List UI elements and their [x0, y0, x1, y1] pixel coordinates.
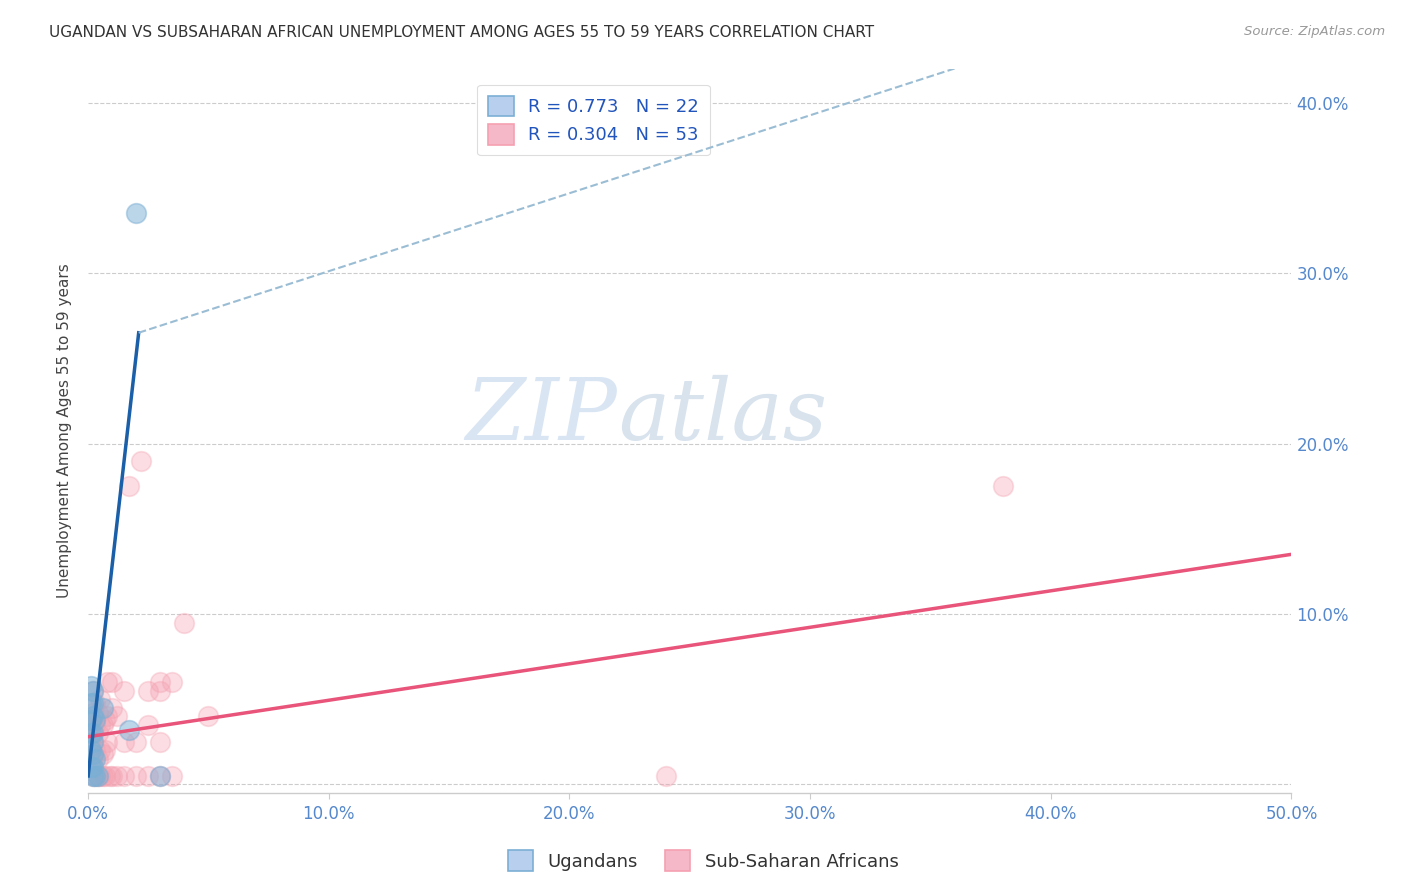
Text: ZIP: ZIP: [465, 375, 617, 458]
Point: [162, 769, 184, 783]
Point: [82, 696, 104, 710]
Text: atlas: atlas: [617, 375, 827, 458]
Point: [89, 743, 111, 757]
Point: [82, 726, 104, 740]
Y-axis label: Unemployment Among Ages 55 to 59 years: Unemployment Among Ages 55 to 59 years: [58, 263, 72, 599]
Point: [91, 747, 114, 761]
Point: [136, 769, 159, 783]
Point: [79, 726, 101, 740]
Point: [149, 675, 172, 690]
Point: [87, 726, 110, 740]
Point: [118, 723, 141, 737]
Point: [101, 769, 124, 783]
Point: [197, 709, 219, 723]
Point: [82, 709, 104, 723]
Point: [84, 752, 107, 766]
Legend: Ugandans, Sub-Saharan Africans: Ugandans, Sub-Saharan Africans: [501, 843, 905, 879]
Point: [91, 700, 114, 714]
Point: [82, 747, 104, 761]
Point: [654, 769, 676, 783]
Point: [96, 675, 118, 690]
Point: [149, 735, 172, 749]
Point: [91, 769, 114, 783]
Point: [87, 752, 110, 766]
Point: [79, 713, 101, 727]
Point: [79, 696, 101, 710]
Point: [118, 479, 141, 493]
Point: [87, 769, 110, 783]
Point: [79, 743, 101, 757]
Point: [112, 769, 135, 783]
Point: [82, 723, 104, 737]
Point: [991, 479, 1014, 493]
Point: [98, 769, 121, 783]
Point: [129, 453, 152, 467]
Point: [87, 769, 110, 783]
Point: [89, 692, 111, 706]
Point: [84, 718, 107, 732]
Point: [112, 683, 135, 698]
Point: [94, 743, 117, 757]
Point: [149, 769, 172, 783]
Point: [82, 683, 104, 698]
Text: Source: ZipAtlas.com: Source: ZipAtlas.com: [1244, 25, 1385, 38]
Point: [94, 769, 117, 783]
Point: [82, 769, 104, 783]
Point: [136, 683, 159, 698]
Point: [84, 696, 107, 710]
Point: [84, 743, 107, 757]
Point: [82, 706, 104, 720]
Point: [149, 683, 172, 698]
Point: [87, 706, 110, 720]
Point: [82, 735, 104, 749]
Point: [125, 206, 148, 220]
Text: UGANDAN VS SUBSAHARAN AFRICAN UNEMPLOYMENT AMONG AGES 55 TO 59 YEARS CORRELATION: UGANDAN VS SUBSAHARAN AFRICAN UNEMPLOYME…: [49, 25, 875, 40]
Legend: R = 0.773   N = 22, R = 0.304   N = 53: R = 0.773 N = 22, R = 0.304 N = 53: [478, 85, 710, 155]
Point: [84, 769, 107, 783]
Point: [125, 769, 148, 783]
Point: [89, 718, 111, 732]
Point: [125, 735, 148, 749]
Point: [84, 769, 107, 783]
Point: [91, 718, 114, 732]
Point: [94, 713, 117, 727]
Point: [84, 713, 107, 727]
Point: [162, 675, 184, 690]
Point: [105, 769, 128, 783]
Point: [82, 683, 104, 698]
Point: [105, 709, 128, 723]
Point: [82, 760, 104, 774]
Point: [101, 675, 124, 690]
Point: [79, 679, 101, 693]
Point: [89, 769, 111, 783]
Point: [96, 709, 118, 723]
Point: [96, 735, 118, 749]
Point: [79, 760, 101, 774]
Point: [173, 615, 195, 630]
Point: [82, 735, 104, 749]
Point: [136, 718, 159, 732]
Point: [101, 700, 124, 714]
Point: [149, 769, 172, 783]
Point: [82, 752, 104, 766]
Point: [82, 769, 104, 783]
Point: [112, 735, 135, 749]
